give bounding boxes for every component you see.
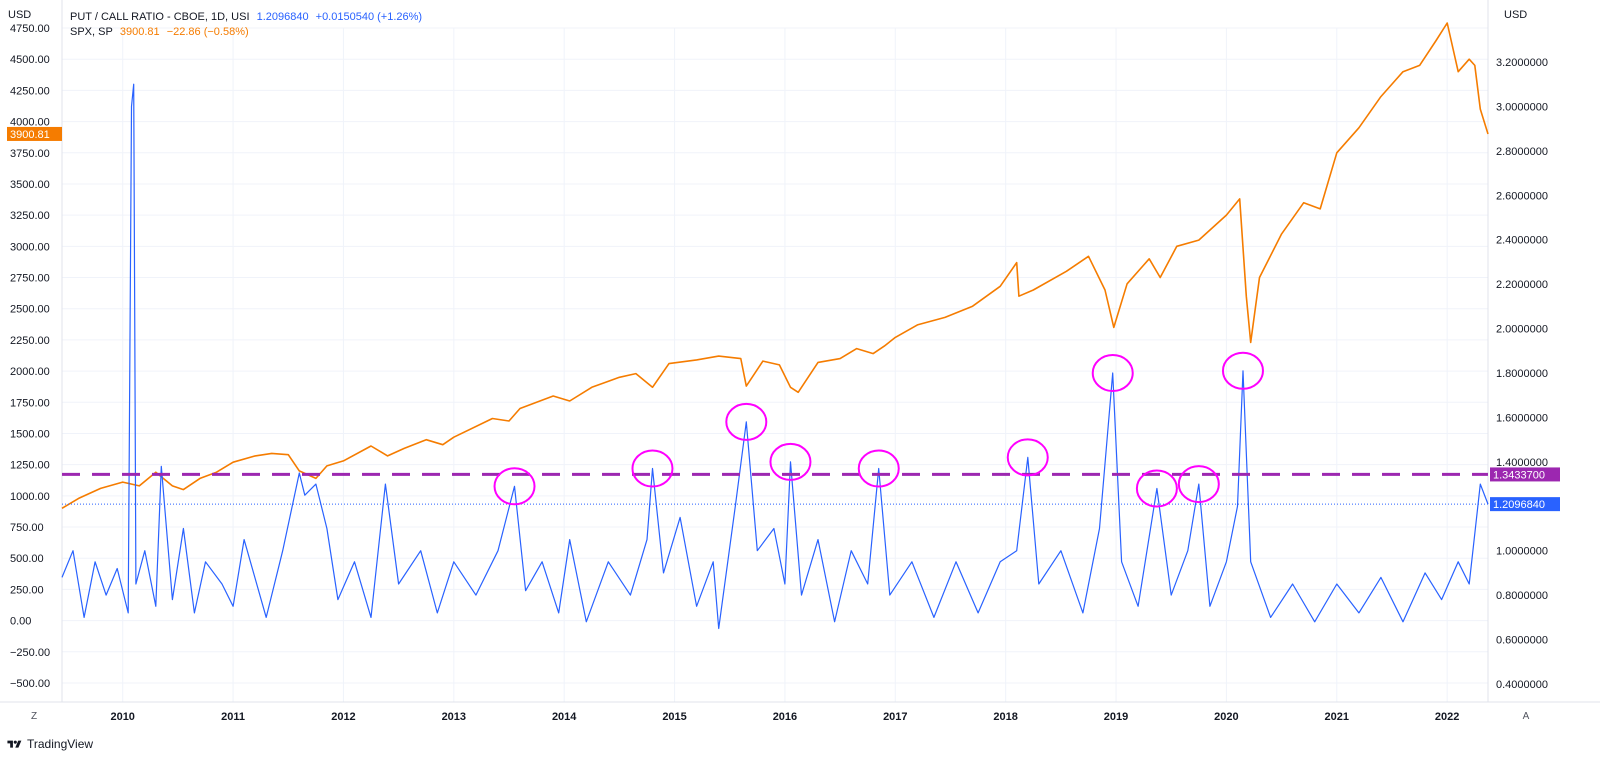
- spike-highlight-circle: [493, 467, 536, 506]
- x-tick-label: 2016: [773, 711, 797, 723]
- right-axis-unit: USD: [1504, 9, 1528, 21]
- legend-spx-value: 3900.81: [119, 26, 160, 38]
- put-call-price-tag-bg: [1490, 497, 1560, 512]
- left-tick-label: 3500.00: [10, 179, 50, 191]
- x-tick-label: 2012: [331, 711, 355, 723]
- x-tick-label: 2011: [221, 711, 245, 723]
- left-tick-label: 500.00: [10, 553, 44, 565]
- auto-scale-button[interactable]: A: [1522, 711, 1530, 722]
- threshold-price-tag-bg: [1490, 467, 1560, 482]
- left-tick-label: 4750.00: [10, 23, 50, 35]
- left-tick-label: 750.00: [10, 522, 44, 534]
- left-tick-label: 2750.00: [10, 273, 50, 285]
- left-tick-label: 4500.00: [10, 54, 50, 66]
- left-tick-label: 2000.00: [10, 366, 50, 378]
- annotation-layer: 3900.81 1.3433700 1.2096840: [7, 126, 1560, 512]
- left-tick-label: 3250.00: [10, 210, 50, 222]
- x-tick-label: 2010: [110, 711, 134, 723]
- x-tick-label: 2020: [1214, 711, 1238, 723]
- x-tick-label: 2013: [442, 711, 466, 723]
- left-tick-label: −500.00: [10, 678, 50, 690]
- left-tick-label: 1750.00: [10, 397, 50, 409]
- x-axis: 2010 2011 2012 2013 2014 2015 2016 2017 2018 2019…: [110, 711, 1459, 723]
- brand-name: TradingView: [27, 737, 94, 751]
- zoom-button[interactable]: Z: [30, 711, 38, 722]
- left-tick-label: 0.00: [10, 616, 31, 628]
- x-tick-label: 2021: [1325, 711, 1349, 723]
- left-tick-label: 250.00: [10, 584, 44, 596]
- spike-highlight-circle: [1177, 465, 1220, 504]
- legend-put-call-value: 1.2096840: [256, 11, 309, 23]
- x-tick-label: 2018: [993, 711, 1017, 723]
- right-tick-label: 1.6000000: [1496, 412, 1548, 424]
- x-tick-label: 2015: [662, 711, 686, 723]
- right-tick-label: 3.0000000: [1496, 101, 1548, 113]
- right-tick-label: 0.8000000: [1496, 590, 1548, 602]
- put-call-price-tag: 1.2096840: [1493, 499, 1545, 511]
- legend-spx-change: −22.86 (−0.58%): [166, 26, 249, 38]
- tradingview-branding[interactable]: TradingView: [6, 737, 93, 751]
- put-call-series-line[interactable]: [61, 83, 1489, 630]
- spx-price-tag: 3900.81: [10, 129, 50, 141]
- x-tick-label: 2014: [552, 711, 577, 723]
- left-axis-unit: USD: [8, 9, 32, 21]
- legend-spx[interactable]: SPX, SP 3900.81 −22.86 (−0.58%): [70, 26, 253, 38]
- legend-put-call-change: +0.0150540 (+1.26%): [315, 11, 423, 23]
- legend-put-call[interactable]: PUT / CALL RATIO - CBOE, 1D, USI 1.20968…: [70, 11, 426, 23]
- left-tick-label: 4000.00: [10, 117, 50, 129]
- right-tick-label: 2.8000000: [1496, 146, 1548, 158]
- spike-highlight-circle: [1221, 351, 1264, 390]
- threshold-price-tag: 1.3433700: [1493, 469, 1545, 481]
- right-tick-label: 1.8000000: [1496, 368, 1548, 380]
- x-tick-label: 2022: [1435, 711, 1459, 723]
- right-tick-label: 0.6000000: [1496, 635, 1548, 647]
- left-tick-label: 2250.00: [10, 335, 50, 347]
- spike-highlight-circle: [725, 402, 768, 441]
- spx-price-tag-bg: [7, 126, 62, 141]
- left-tick-label: −250.00: [10, 647, 50, 659]
- legend-put-call-name: PUT / CALL RATIO - CBOE, 1D, USI: [70, 11, 250, 23]
- x-tick-label: 2019: [1104, 711, 1128, 723]
- tradingview-logo-icon: [7, 740, 22, 748]
- spike-highlight-circle: [769, 442, 812, 481]
- legend-spx-name: SPX, SP: [70, 26, 113, 38]
- right-tick-label: 2.0000000: [1496, 324, 1548, 336]
- right-tick-label: 1.0000000: [1496, 546, 1548, 558]
- spike-highlight-circle: [857, 449, 900, 488]
- spike-highlight-circle: [631, 449, 674, 488]
- spike-highlight-circle: [1135, 469, 1178, 508]
- right-axis: 3.2000000 3.0000000 2.8000000 2.6000000 2.40…: [1496, 57, 1548, 691]
- x-tick-label: 2017: [883, 711, 907, 723]
- left-tick-label: 1000.00: [10, 491, 50, 503]
- left-axis: 4750.00 4500.00 4250.00 4000.00 3750.00 3500.…: [10, 23, 50, 690]
- left-tick-label: 3750.00: [10, 148, 50, 160]
- spike-highlight-circle: [1006, 438, 1049, 477]
- right-tick-label: 2.6000000: [1496, 190, 1548, 202]
- right-tick-label: 2.4000000: [1496, 235, 1548, 247]
- left-tick-label: 1500.00: [10, 428, 50, 440]
- spike-highlight-circle: [1091, 354, 1134, 392]
- right-tick-label: 0.4000000: [1496, 679, 1548, 691]
- left-tick-label: 2500.00: [10, 304, 50, 316]
- right-tick-label: 3.2000000: [1496, 57, 1548, 69]
- right-tick-label: 1.4000000: [1496, 457, 1548, 469]
- left-tick-label: 1250.00: [10, 460, 50, 472]
- spx-series-line[interactable]: [61, 22, 1489, 509]
- grid-lines: [0, 0, 1600, 703]
- left-tick-label: 3000.00: [10, 241, 50, 253]
- right-tick-label: 2.2000000: [1496, 279, 1548, 291]
- series-layer: [61, 22, 1489, 630]
- left-tick-label: 4250.00: [10, 85, 50, 97]
